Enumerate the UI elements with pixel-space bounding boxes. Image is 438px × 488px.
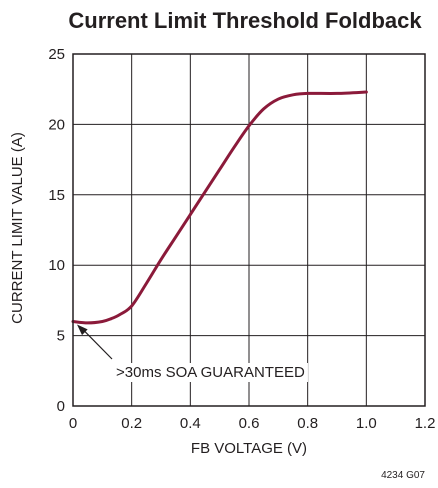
y-tick-labels: 0 5 10 15 20 25 <box>48 46 65 415</box>
y-tick-label: 0 <box>57 398 65 415</box>
annotation-background <box>113 363 308 382</box>
x-tick-label: 1.2 <box>415 415 436 432</box>
x-axis-label: FB VOLTAGE (V) <box>191 440 307 457</box>
x-tick-label: 0.4 <box>180 415 201 432</box>
x-tick-label: 0.6 <box>239 415 260 432</box>
x-tick-label: 1.0 <box>356 415 377 432</box>
y-axis-label: CURRENT LIMIT VALUE (A) <box>9 132 26 324</box>
figure-id: 4234 G07 <box>381 470 425 481</box>
series-line <box>71 90 368 325</box>
annotation-arrowhead <box>77 324 88 336</box>
plot-frame <box>72 53 426 407</box>
x-tick-label: 0.8 <box>297 415 318 432</box>
y-tick-label: 10 <box>48 257 65 274</box>
x-tick-label: 0.2 <box>121 415 142 432</box>
y-tick-label: 25 <box>48 46 65 63</box>
grid <box>73 54 425 406</box>
y-tick-label: 5 <box>57 328 65 345</box>
y-tick-label: 20 <box>48 116 65 133</box>
series-layer <box>71 90 368 325</box>
x-tick-label: 0 <box>69 415 77 432</box>
x-tick-labels: 0 0.2 0.4 0.6 0.8 1.0 1.2 <box>69 415 436 432</box>
annotation: >30ms SOA GUARANTEED <box>77 324 308 382</box>
annotation-text: >30ms SOA GUARANTEED <box>116 364 305 381</box>
y-tick-label: 15 <box>48 187 65 204</box>
chart-title: Current Limit Threshold Foldback <box>68 8 422 33</box>
annotation-arrow <box>82 329 113 360</box>
